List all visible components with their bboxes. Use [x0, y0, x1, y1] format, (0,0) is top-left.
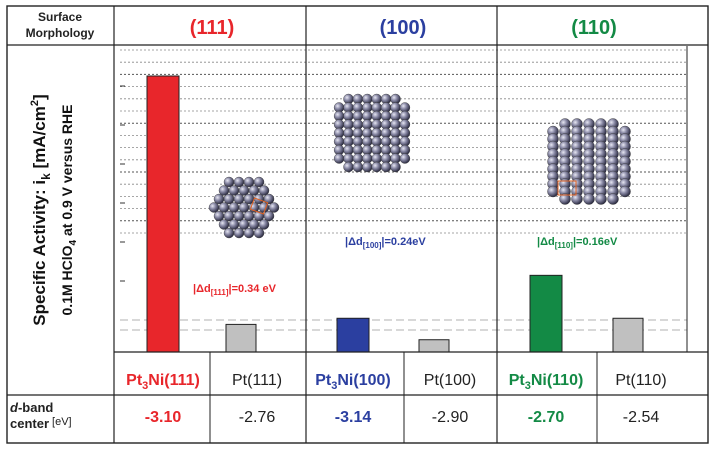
bar-pt3ni-111	[146, 75, 180, 353]
atom-sphere	[333, 153, 345, 164]
atom-sphere	[243, 210, 255, 222]
svg-text:0.1M HClO4 at 0.9 V versus RHE: 0.1M HClO4 at 0.9 V versus RHE	[59, 105, 79, 316]
header-label-surface: Surface	[38, 10, 82, 24]
atom-sphere	[228, 219, 240, 230]
panel-title-100: (100)	[380, 17, 427, 39]
atom-sphere	[208, 202, 220, 213]
frame-layer	[6, 5, 709, 444]
atom-sphere	[213, 193, 225, 205]
atom-sphere	[233, 193, 245, 205]
atom-sphere	[583, 193, 595, 205]
atom-sphere	[213, 210, 225, 222]
atom-sphere	[595, 193, 607, 205]
atom-sphere	[362, 161, 373, 173]
atom-sphere	[371, 161, 382, 173]
atom-sphere	[223, 193, 235, 205]
atom-sphere	[228, 185, 240, 196]
atom-sphere	[352, 161, 364, 173]
dband-value-pt-100: -2.90	[432, 409, 469, 426]
panel-title-110: (110)	[571, 17, 617, 39]
atom-sphere	[218, 202, 230, 213]
atom-sphere	[218, 185, 230, 196]
atom-sphere	[253, 227, 265, 239]
structure-110-rectangular	[547, 118, 631, 205]
structure-100-square	[333, 93, 411, 173]
bar-layer	[146, 75, 644, 353]
y-axis-label-line1: Specific Activity: ik [mA/cm2]	[29, 94, 53, 325]
atom-sphere	[248, 185, 260, 196]
atom-sphere	[263, 193, 275, 205]
atom-sphere	[258, 219, 270, 230]
outer-frame	[6, 5, 709, 444]
bar-pt-111	[225, 323, 257, 353]
atom-sphere	[233, 176, 245, 188]
atom-sphere	[607, 193, 619, 205]
atom-sphere	[619, 185, 631, 198]
category-label-pt3ni-110: Pt3Ni(110)	[509, 372, 584, 392]
atom-sphere	[547, 185, 559, 198]
unit-cell-marker	[557, 180, 577, 196]
structure-layer	[208, 93, 631, 239]
atom-sphere	[343, 161, 354, 173]
atom-sphere	[253, 193, 265, 205]
atom-sphere	[248, 219, 260, 230]
unit-cell-marker	[249, 197, 269, 215]
header-label-morphology: Morphology	[26, 26, 95, 40]
atom-sphere	[399, 153, 411, 164]
panel-title-111: (111)	[190, 17, 234, 39]
atom-sphere	[223, 210, 235, 222]
atom-sphere	[253, 176, 265, 188]
category-label-pt3ni-111: Pt3Ni(111)	[126, 372, 200, 392]
atom-sphere	[238, 202, 250, 213]
svg-text:Specific Activity: ik [mA/cm2]: Specific Activity: ik [mA/cm2]	[29, 94, 53, 325]
atom-sphere	[233, 210, 245, 222]
atom-sphere	[258, 185, 270, 196]
atom-sphere	[268, 202, 280, 213]
category-label-pt-100: Pt(100)	[424, 372, 476, 389]
dband-value-pt3ni-111: -3.10	[145, 409, 182, 426]
dband-value-pt3ni-110: -2.70	[528, 409, 565, 426]
atom-sphere	[243, 176, 255, 188]
atom-sphere	[238, 219, 250, 230]
annotation-111: |Δd[111]|=0.34 eV	[193, 283, 277, 297]
bar-pt3ni-100	[336, 317, 370, 353]
dband-value-pt3ni-100: -3.14	[335, 409, 372, 426]
annotation-110: |Δd[110]|=0.16eV	[537, 236, 618, 250]
atom-sphere	[380, 161, 392, 173]
atom-sphere	[238, 185, 250, 196]
atom-sphere	[223, 176, 235, 188]
bar-pt-110	[612, 317, 644, 353]
structure-111-hexagonal	[208, 176, 280, 239]
atom-sphere	[263, 210, 275, 222]
atom-sphere	[571, 193, 583, 205]
annotation-100: |Δd[100]|=0.24eV	[345, 236, 426, 250]
dband-row-label: d-band	[10, 400, 53, 415]
atom-sphere	[223, 227, 235, 239]
atom-sphere	[559, 193, 571, 205]
y-axis-label-line2: 0.1M HClO4 at 0.9 V versus RHE	[59, 105, 79, 316]
category-label-pt-110: Pt(110)	[615, 372, 666, 389]
dband-value-pt-110: -2.54	[623, 409, 660, 426]
atom-sphere	[228, 202, 240, 213]
dband-value-pt-111: -2.76	[239, 409, 276, 426]
category-label-pt3ni-100: Pt3Ni(100)	[315, 372, 390, 392]
atom-sphere	[233, 227, 245, 239]
atom-sphere	[218, 219, 230, 230]
bar-pt-100	[418, 339, 450, 353]
atom-sphere	[390, 161, 401, 173]
category-label-pt-111: Pt(111)	[232, 372, 282, 389]
dband-row-label-center: center [eV]	[10, 416, 72, 431]
bar-pt3ni-110	[529, 274, 563, 353]
atom-sphere	[243, 227, 255, 239]
